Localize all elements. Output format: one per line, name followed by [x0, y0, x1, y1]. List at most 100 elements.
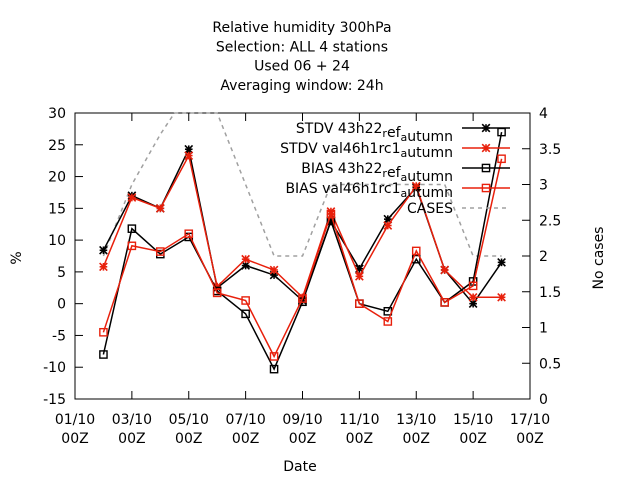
- x-tick-label-hour: 00Z: [346, 431, 373, 447]
- data-point: [440, 265, 450, 275]
- legend-label-part: utumn: [407, 129, 453, 145]
- legend-label-part: utumn: [407, 169, 453, 185]
- x-axis-label: Date: [283, 459, 316, 475]
- x-tick-label-hour: 00Z: [516, 431, 543, 447]
- legend-label-part: STDV val46h1rc1: [280, 141, 400, 157]
- data-point: [497, 257, 506, 267]
- data-point: [99, 245, 108, 255]
- data-point: [440, 298, 449, 307]
- legend-label-part: CASES: [407, 201, 453, 217]
- axis-ticks: -15 -10 -5 0 5 10 15 20 25 30 0 0.5 1 1.5 2 2.5 3 3.5 4 01/…: [43, 106, 561, 447]
- legend-label-part: r: [382, 167, 387, 180]
- y-tick-label: 0: [57, 297, 66, 313]
- y-tick-label: 15: [48, 201, 66, 217]
- data-point: [355, 271, 364, 281]
- x-tick-label: 15/10: [453, 412, 493, 428]
- data-point: [241, 296, 250, 305]
- legend-label-part: r: [382, 127, 387, 140]
- y2-tick-label: 3.5: [539, 142, 561, 158]
- data-point: [156, 247, 165, 256]
- legend-label-part: BIAS val46h1rc1: [285, 181, 400, 197]
- y2-tick-label: 1: [539, 321, 548, 337]
- y-axis-label: %: [9, 251, 25, 264]
- y-tick-label: 20: [48, 170, 66, 186]
- y-tick-label: -10: [43, 360, 66, 376]
- x-tick-label: 11/10: [339, 412, 379, 428]
- data-point: [468, 281, 478, 291]
- data-point: [355, 299, 364, 308]
- y-tick-label: 10: [48, 233, 66, 249]
- y2-tick-label: 4: [539, 106, 548, 122]
- data-point: [127, 193, 137, 202]
- y2-tick-label: 0.5: [539, 356, 561, 372]
- x-tick-label-hour: 00Z: [403, 431, 430, 447]
- data-point: [383, 317, 393, 326]
- legend-label-part: a: [401, 147, 408, 160]
- data-point: [411, 181, 421, 191]
- data-point: [241, 254, 250, 264]
- data-point: [184, 151, 194, 160]
- legend-label-part: ef: [387, 165, 402, 181]
- y-tick-label: -5: [52, 328, 66, 344]
- y2-tick-label: 2.5: [539, 213, 561, 229]
- x-tick-label-hour: 00Z: [175, 431, 202, 447]
- series-line: [102, 112, 502, 257]
- x-tick-label: 09/10: [282, 412, 322, 428]
- data-point: [497, 154, 506, 164]
- legend-label-part: ef: [387, 125, 402, 141]
- data-point: [127, 241, 137, 251]
- x-tick-label: 05/10: [169, 412, 209, 428]
- legend-label-part: utumn: [407, 145, 453, 161]
- y2-axis-label: No cases: [591, 227, 607, 290]
- legend-marker: [481, 123, 491, 133]
- data-point: [184, 144, 194, 154]
- data-point: [212, 288, 222, 298]
- data-point: [468, 299, 478, 309]
- x-tick-label: 13/10: [396, 412, 436, 428]
- x-tick-label: 01/10: [55, 412, 95, 428]
- data-point: [269, 364, 279, 374]
- data-point: [497, 292, 506, 302]
- legend-label-part: a: [401, 171, 408, 184]
- x-tick-label-hour: 00Z: [61, 431, 88, 447]
- x-tick-label: 03/10: [112, 412, 152, 428]
- legend-label-part: a: [401, 131, 408, 144]
- legend-label-part: a: [401, 187, 408, 200]
- legend-label-part: BIAS 43h22: [301, 161, 382, 177]
- y2-tick-label: 3: [539, 178, 548, 194]
- legend-label: STDV val46h1rc1autumn: [280, 141, 453, 161]
- y-tick-label: -15: [43, 392, 66, 408]
- legend-marker: [481, 163, 491, 173]
- data-point: [326, 209, 336, 219]
- y2-tick-label: 1.5: [539, 285, 561, 301]
- series-line: [102, 158, 503, 359]
- x-tick-label-hour: 00Z: [118, 431, 145, 447]
- data-point: [383, 221, 393, 230]
- data-point: [468, 292, 478, 302]
- legend-label-part: utumn: [407, 185, 453, 201]
- title-line: Relative humidity 300hPa: [212, 20, 391, 36]
- data-point: [99, 262, 108, 272]
- data-point: [184, 229, 194, 239]
- legend-label-part: STDV 43h22: [296, 121, 383, 137]
- title-line: Selection: ALL 4 stations: [216, 39, 388, 55]
- data-point: [127, 224, 137, 233]
- data-point: [298, 294, 307, 303]
- legend-label: STDV 43h22refautumn: [296, 121, 453, 145]
- data-point: [269, 352, 279, 361]
- legend-marker: [481, 183, 491, 193]
- legend-marker: [481, 143, 491, 153]
- data-point: [241, 261, 250, 270]
- series-3: [99, 154, 506, 361]
- data-point: [241, 309, 250, 319]
- legend-label: BIAS val46h1rc1autumn: [285, 181, 453, 201]
- x-tick-label: 07/10: [225, 412, 265, 428]
- series-4: [102, 112, 502, 257]
- y-tick-label: 5: [57, 265, 66, 281]
- legend-label: BIAS 43h22refautumn: [301, 161, 453, 185]
- y-tick-label: 25: [48, 138, 66, 154]
- data-point: [155, 203, 165, 213]
- data-point: [269, 265, 279, 275]
